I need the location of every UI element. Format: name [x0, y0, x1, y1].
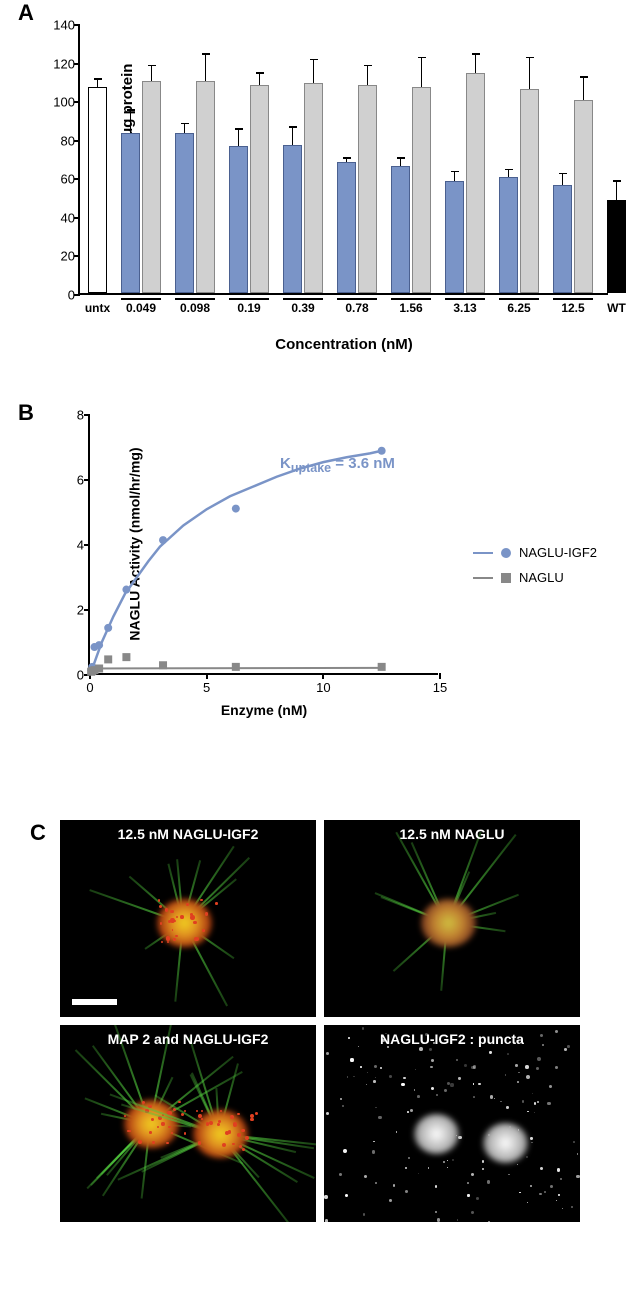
x-tick: 6.25	[507, 301, 530, 315]
legend-label: NAGLU-IGF2	[519, 545, 597, 560]
y-tick: 4	[62, 538, 84, 553]
microscopy-image: MAP 2 and NAGLU-IGF2	[60, 1025, 316, 1222]
bar	[142, 81, 161, 293]
legend-label: NAGLU	[519, 570, 564, 585]
bar	[250, 85, 269, 293]
bar	[337, 162, 356, 293]
microscopy-image: 12.5 nM NAGLU-IGF2	[60, 820, 316, 1017]
x-tick: 3.13	[453, 301, 476, 315]
microscopy-image: NAGLU-IGF2 : puncta	[324, 1025, 580, 1222]
x-tick: 1.56	[399, 301, 422, 315]
bar	[445, 181, 464, 293]
bar	[283, 145, 302, 294]
y-tick: 40	[40, 210, 75, 225]
legend: NAGLU-IGF2 NAGLU	[473, 545, 597, 595]
panel-b: NAGLU Activity (nmol/hr/mg) Enzyme (nM) …	[18, 400, 628, 740]
x-tick: 0.19	[237, 301, 260, 315]
x-tick: 10	[316, 680, 330, 695]
legend-item: NAGLU	[473, 570, 597, 585]
x-tick: 5	[203, 680, 210, 695]
microscopy-grid: 12.5 nM NAGLU-IGF2 12.5 nM NAGLU MAP 2 and…	[60, 820, 580, 1222]
y-tick: 0	[40, 288, 75, 303]
y-tick: 80	[40, 133, 75, 148]
bar	[412, 87, 431, 293]
x-tick: 0.049	[126, 301, 156, 315]
y-tick: 2	[62, 603, 84, 618]
y-tick: 140	[40, 18, 75, 33]
bar	[358, 85, 377, 293]
y-tick: 60	[40, 172, 75, 187]
y-tick: 0	[62, 668, 84, 683]
x-tick: 0.39	[291, 301, 314, 315]
x-tick: 12.5	[561, 301, 584, 315]
x-tick: 0	[86, 680, 93, 695]
scale-bar	[72, 999, 117, 1005]
panel-c: 12.5 nM NAGLU-IGF2 12.5 nM NAGLU MAP 2 and…	[60, 820, 580, 1222]
x-tick: 0.098	[180, 301, 210, 315]
panel-a: pmoles total HS/μg protein Concentration…	[18, 0, 628, 360]
panel-c-label: C	[30, 820, 46, 846]
bar-chart: pmoles total HS/μg protein Concentration…	[78, 25, 608, 295]
bar	[499, 177, 518, 293]
x-tick: WT	[607, 301, 626, 315]
bar	[466, 73, 485, 293]
bar	[607, 200, 626, 293]
x-axis-label: Concentration (nM)	[275, 336, 412, 353]
image-label: 12.5 nM NAGLU-IGF2	[118, 826, 259, 842]
microscopy-image: 12.5 nM NAGLU	[324, 820, 580, 1017]
y-tick: 6	[62, 473, 84, 488]
bar	[88, 87, 107, 293]
bar	[229, 146, 248, 293]
y-tick: 8	[62, 408, 84, 423]
x-tick: untx	[85, 301, 110, 315]
x-tick: 0.78	[345, 301, 368, 315]
bar	[574, 100, 593, 293]
image-label: 12.5 nM NAGLU	[399, 826, 504, 842]
bar	[175, 133, 194, 293]
bar	[196, 81, 215, 293]
legend-item: NAGLU-IGF2	[473, 545, 597, 560]
bar	[391, 166, 410, 293]
bar	[121, 133, 140, 293]
kuptake-label: Kuptake = 3.6 nM	[280, 455, 395, 475]
y-tick: 120	[40, 56, 75, 71]
bar	[553, 185, 572, 293]
image-label: NAGLU-IGF2 : puncta	[380, 1031, 524, 1047]
scatter-chart: NAGLU Activity (nmol/hr/mg) Enzyme (nM) …	[88, 415, 438, 675]
y-tick: 100	[40, 95, 75, 110]
x-tick: 15	[433, 680, 447, 695]
x-axis-label: Enzyme (nM)	[221, 702, 307, 718]
bar	[520, 89, 539, 293]
image-label: MAP 2 and NAGLU-IGF2	[108, 1031, 269, 1047]
y-tick: 20	[40, 249, 75, 264]
bar	[304, 83, 323, 293]
